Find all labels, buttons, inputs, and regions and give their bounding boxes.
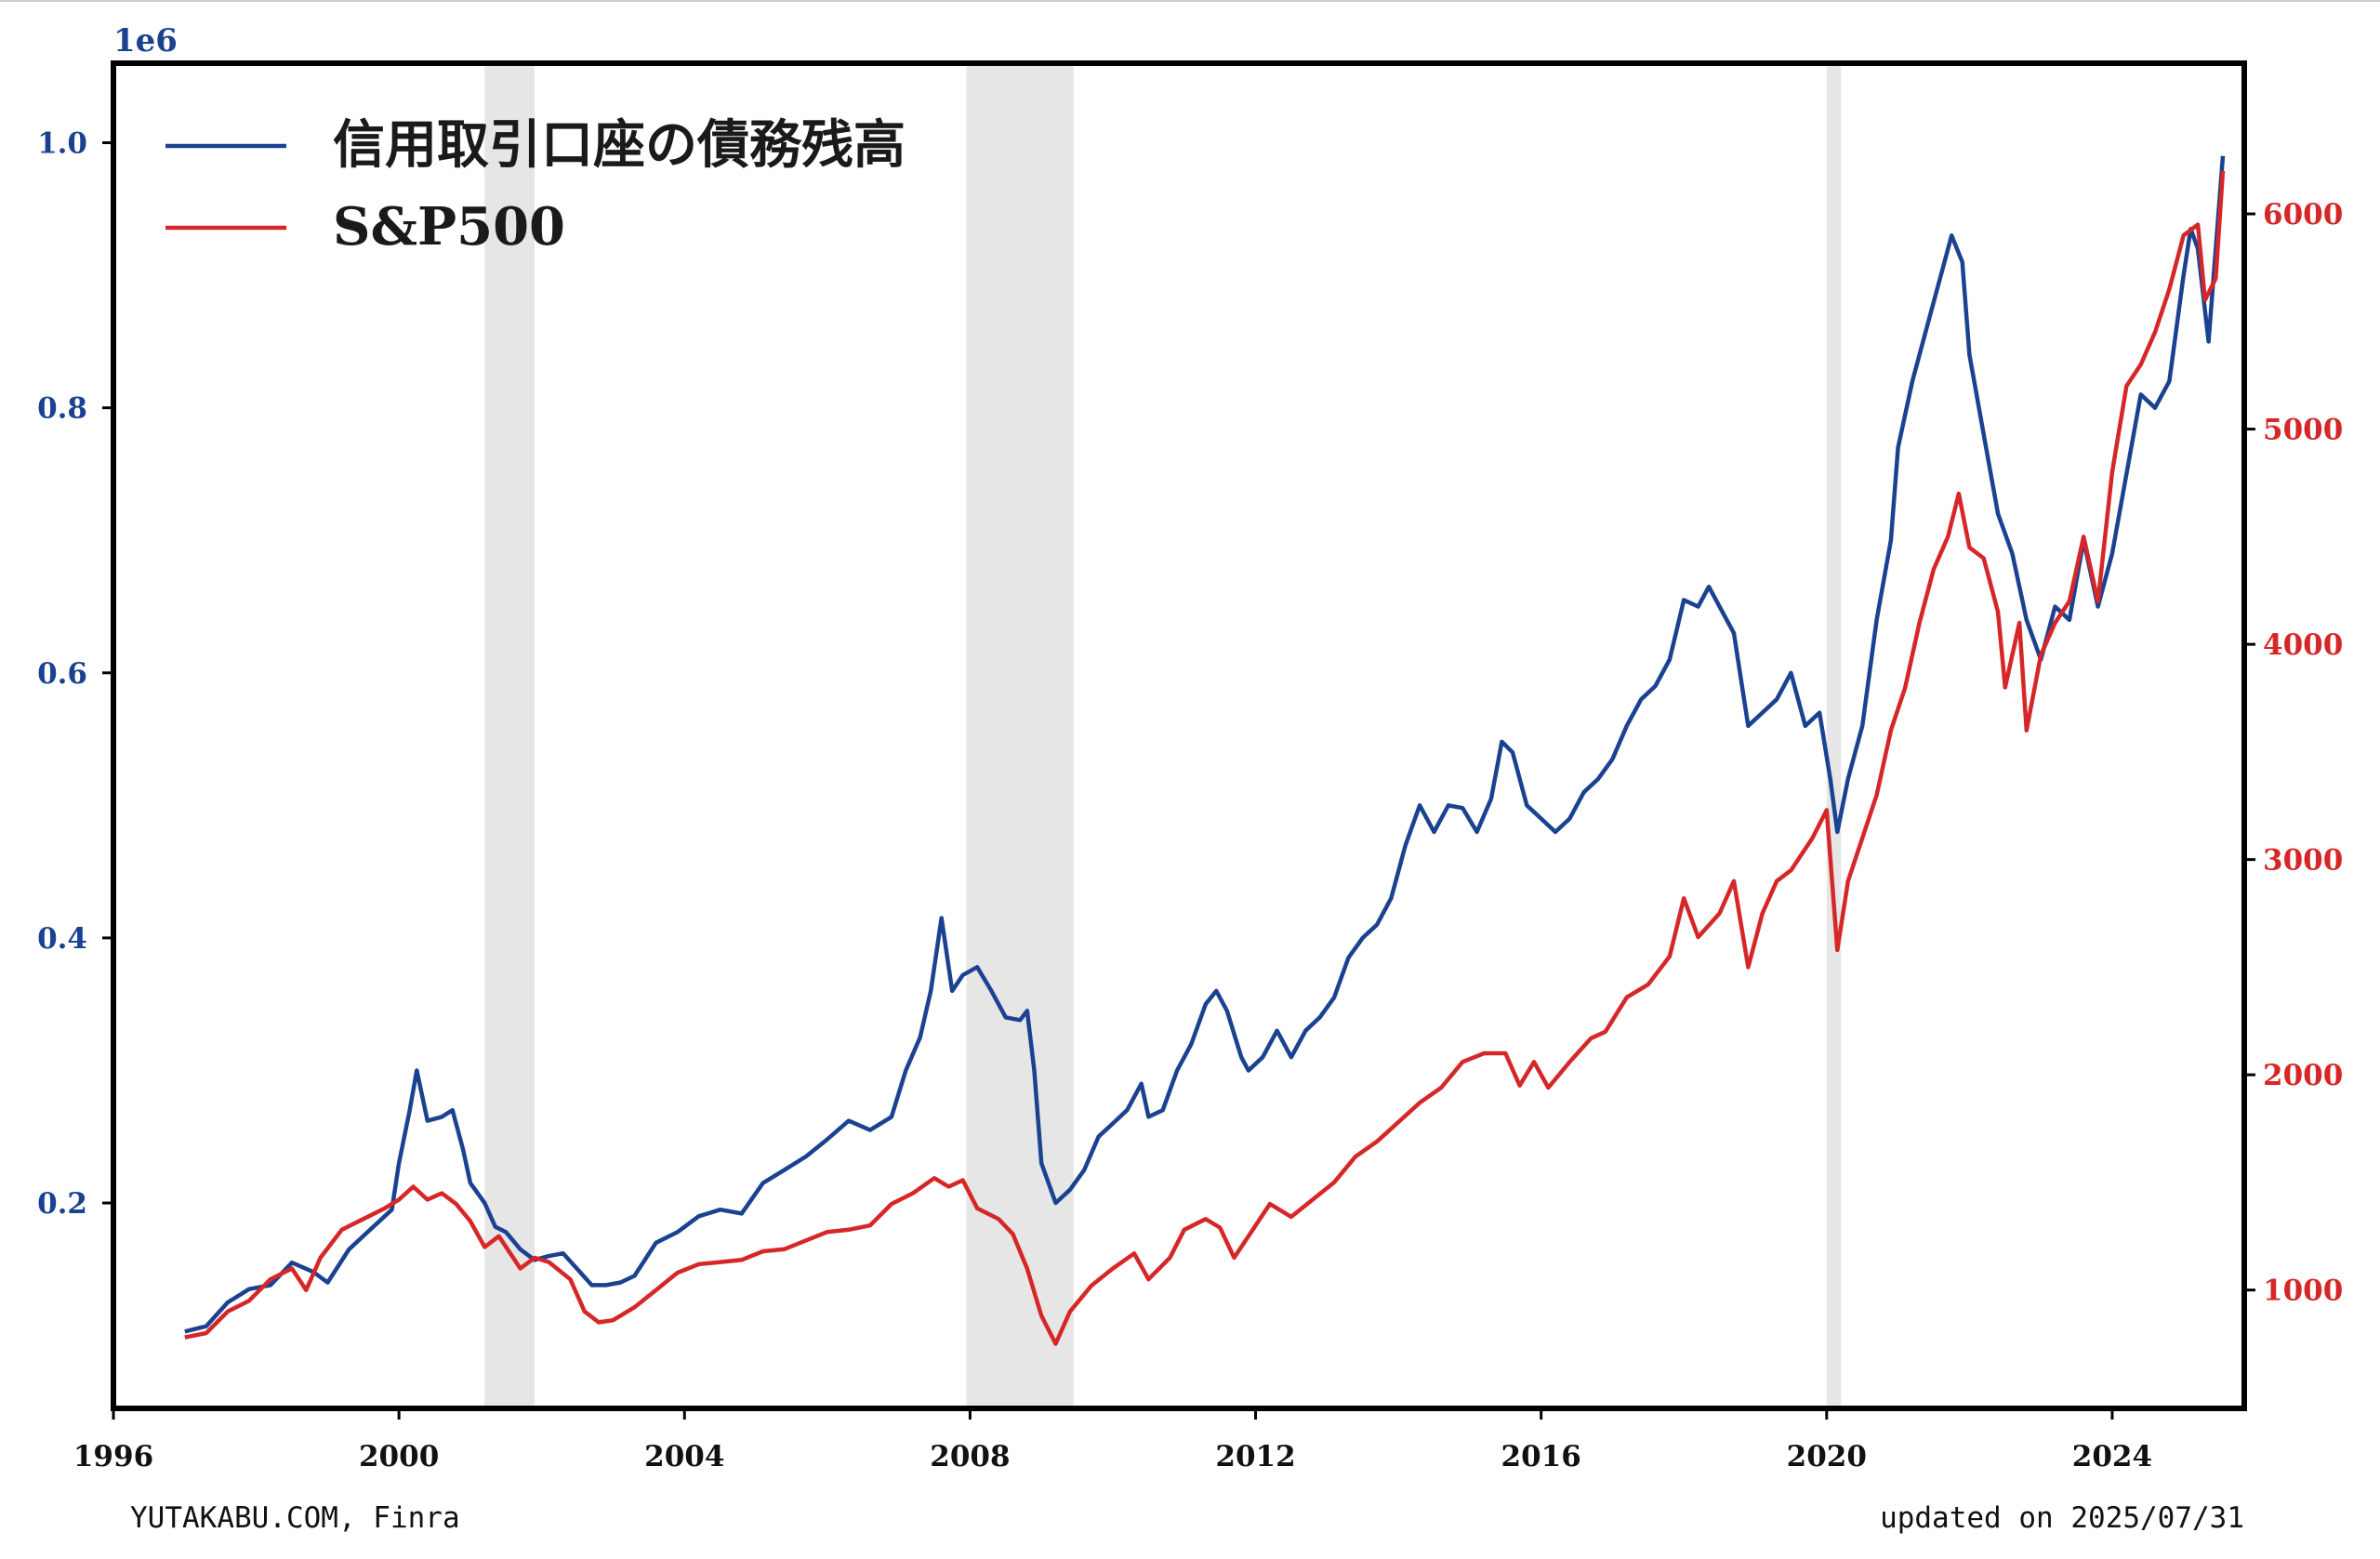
- right-tick-label: 1000: [2263, 1275, 2343, 1308]
- plot-frame: [111, 60, 2247, 1411]
- left-tick-label: 1.0: [37, 127, 87, 161]
- recession-band-0: [484, 63, 536, 1408]
- legend-label-sp500: S&P500: [333, 196, 565, 258]
- legend-label-debt: 信用取引口座の債務残高: [333, 114, 906, 176]
- right-tick-label: 3000: [2263, 844, 2343, 878]
- right-tick-label: 5000: [2263, 414, 2343, 447]
- series-line-sp500: [184, 170, 2226, 1346]
- x-tick-label: 2016: [1501, 1440, 1581, 1473]
- recession-bands: [484, 63, 1842, 1408]
- left-tick-label: 0.4: [37, 922, 87, 956]
- series-line-margin-debt: [184, 155, 2226, 1334]
- right-tick-label: 6000: [2263, 198, 2343, 231]
- source-credit: YUTAKABU.COM, Finra: [130, 1501, 460, 1535]
- x-tick-label: 2004: [644, 1440, 724, 1473]
- left-tick-label: 0.6: [37, 657, 87, 691]
- left-tick-label: 0.2: [37, 1187, 87, 1221]
- x-tick-label: 1996: [73, 1440, 153, 1473]
- x-tick-label: 2024: [2072, 1440, 2152, 1473]
- recession-band-1: [966, 63, 1074, 1408]
- series-layer: [184, 155, 2226, 1346]
- updated-date: updated on 2025/07/31: [1880, 1501, 2244, 1535]
- recession-band-2: [1826, 63, 1842, 1408]
- left-tick-label: 0.8: [37, 392, 87, 426]
- x-tick-label: 2020: [1787, 1440, 1867, 1473]
- right-axis-ticks: 1000 2000 3000 4000 5000 6000: [2244, 198, 2343, 1308]
- right-tick-label: 4000: [2263, 628, 2343, 662]
- legend: 信用取引口座の債務残高 S&P500: [165, 114, 906, 258]
- left-axis-offset-text: 1e6: [113, 22, 178, 59]
- x-tick-label: 2000: [359, 1440, 439, 1473]
- left-axis-ticks: 0.2 0.4 0.6 0.8 1.0: [37, 127, 113, 1221]
- x-axis-ticks: 1996 2000 2004 2008 2012 2016 2020 2024: [73, 1408, 2152, 1473]
- right-tick-label: 2000: [2263, 1059, 2343, 1092]
- x-tick-label: 2008: [930, 1440, 1010, 1473]
- x-tick-label: 2012: [1215, 1440, 1295, 1473]
